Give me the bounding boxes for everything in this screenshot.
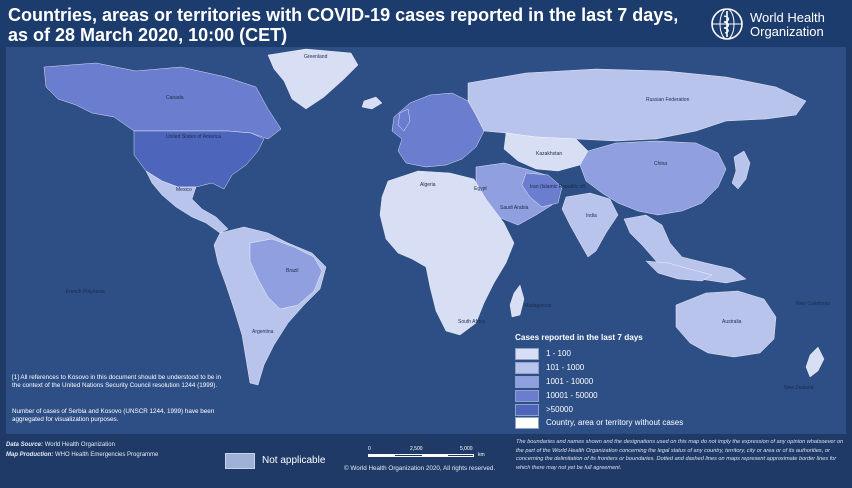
legend-item: 1 - 100 [509, 347, 659, 361]
data-source-value: World Health Organization [44, 442, 115, 448]
region-southeast-asia [623, 214, 747, 284]
legend-swatch-no-cases [515, 417, 539, 429]
title-banner: Countries, areas or territories with COV… [0, 0, 852, 47]
legend-item-no-cases: Country, area or territory without cases [509, 416, 683, 430]
region-iceland [361, 96, 383, 110]
label-greenland: Greenland [304, 54, 328, 60]
region-iran [521, 172, 563, 208]
world-map-svg [6, 47, 846, 434]
who-emblem-icon [711, 8, 743, 40]
region-greenland [267, 48, 359, 110]
label-usa: United States of America [166, 134, 222, 140]
scale-tick-0: 0 [368, 446, 371, 452]
region-russia [467, 68, 807, 142]
map-production: Map Production: WHO Health Emergencies P… [6, 452, 158, 458]
title-line-2: as of 28 March 2020, 10:00 (CET) [8, 25, 288, 45]
legend-title: Cases reported in the last 7 days [515, 333, 643, 342]
label-new-zealand: New Zealand [784, 385, 814, 391]
legend-label: 1 - 100 [546, 349, 571, 358]
region-united-kingdom [397, 108, 411, 132]
legend-label: 1001 - 10000 [546, 377, 594, 386]
region-mexico [145, 170, 229, 234]
label-madagascar: Madagascar [524, 303, 552, 309]
legend-item: 101 - 1000 [509, 361, 659, 375]
label-china: China [654, 161, 668, 167]
title-line-1: Countries, areas or territories with COV… [8, 5, 679, 25]
legend-swatch [515, 362, 539, 374]
who-logo-line-2: Organization [750, 24, 824, 39]
map-production-value: WHO Health Emergencies Programme [55, 452, 159, 458]
scale-tick-1: 2,500 [410, 446, 423, 452]
legend-item: 1001 - 10000 [509, 375, 659, 389]
map-production-label: Map Production: [6, 452, 54, 458]
region-africa [379, 170, 515, 336]
legend-swatch [515, 348, 539, 360]
label-russia: Russian Federation [646, 97, 690, 103]
footer: Data Source: World Health Organization M… [0, 434, 852, 488]
scale-tick-2: 5,000 [460, 446, 473, 452]
legend-label: 10001 - 50000 [546, 391, 598, 400]
world-map: Greenland Canada United States of Americ… [6, 47, 846, 434]
region-new-zealand [805, 346, 825, 378]
data-source-label: Data Source: [6, 442, 44, 448]
region-japan [731, 150, 751, 190]
label-brazil: Brazil [286, 268, 299, 274]
serbia-kosovo-note: Number of cases of Serbia and Kosovo (UN… [12, 408, 215, 423]
region-indonesia [645, 260, 713, 282]
region-australia [675, 290, 777, 358]
region-china [579, 140, 727, 216]
legend-label-no-cases: Country, area or territory without cases [546, 418, 684, 427]
label-french-polynesia: French Polynesia [66, 289, 105, 295]
not-applicable-label: Not applicable [262, 455, 326, 466]
label-iran: Iran (Islamic Republic of) [530, 184, 586, 190]
label-canada: Canada [166, 95, 184, 101]
label-new-caledonia: New Caledonia [796, 301, 830, 307]
scale-bar-graphic [368, 454, 474, 457]
label-saudi-arabia: Saudi Arabia [500, 205, 529, 211]
kosovo-footnote: [1] All references to Kosovo in this doc… [12, 374, 221, 389]
label-india: India [586, 213, 597, 219]
label-argentina: Argentina [252, 329, 274, 335]
data-source: Data Source: World Health Organization [6, 442, 115, 448]
legend-swatch [515, 390, 539, 402]
legend-label: 101 - 1000 [546, 363, 585, 372]
scale-unit: km [478, 452, 485, 458]
label-kazakhstan: Kazakhstan [536, 151, 563, 157]
legend-swatch [515, 376, 539, 388]
legend-label: >50000 [546, 405, 573, 414]
legend-item: 10001 - 50000 [509, 389, 659, 403]
region-kazakhstan [503, 132, 589, 172]
copyright: © World Health Organization 2020, All ri… [344, 465, 496, 472]
disclaimer: The boundaries and names shown and the d… [516, 439, 844, 471]
label-south-africa: South Africa [458, 319, 485, 325]
legend-swatch [515, 404, 539, 416]
region-europe [391, 92, 485, 168]
legend-item: >50000 [509, 403, 659, 417]
legend: Cases reported in the last 7 days 1 - 10… [509, 331, 683, 431]
not-applicable-swatch [225, 453, 255, 469]
who-logo: World Health Organization [710, 7, 842, 43]
label-mexico: Mexico [176, 187, 192, 193]
scale-bar: 0 2,500 5,000 km [368, 446, 485, 460]
label-algeria: Algeria [420, 182, 436, 188]
region-brazil [249, 238, 323, 310]
label-egypt: Egypt [474, 186, 487, 192]
label-australia: Australia [722, 319, 742, 325]
region-madagascar [509, 284, 525, 318]
who-logo-line-1: World Health [750, 10, 825, 25]
region-india [561, 192, 619, 258]
